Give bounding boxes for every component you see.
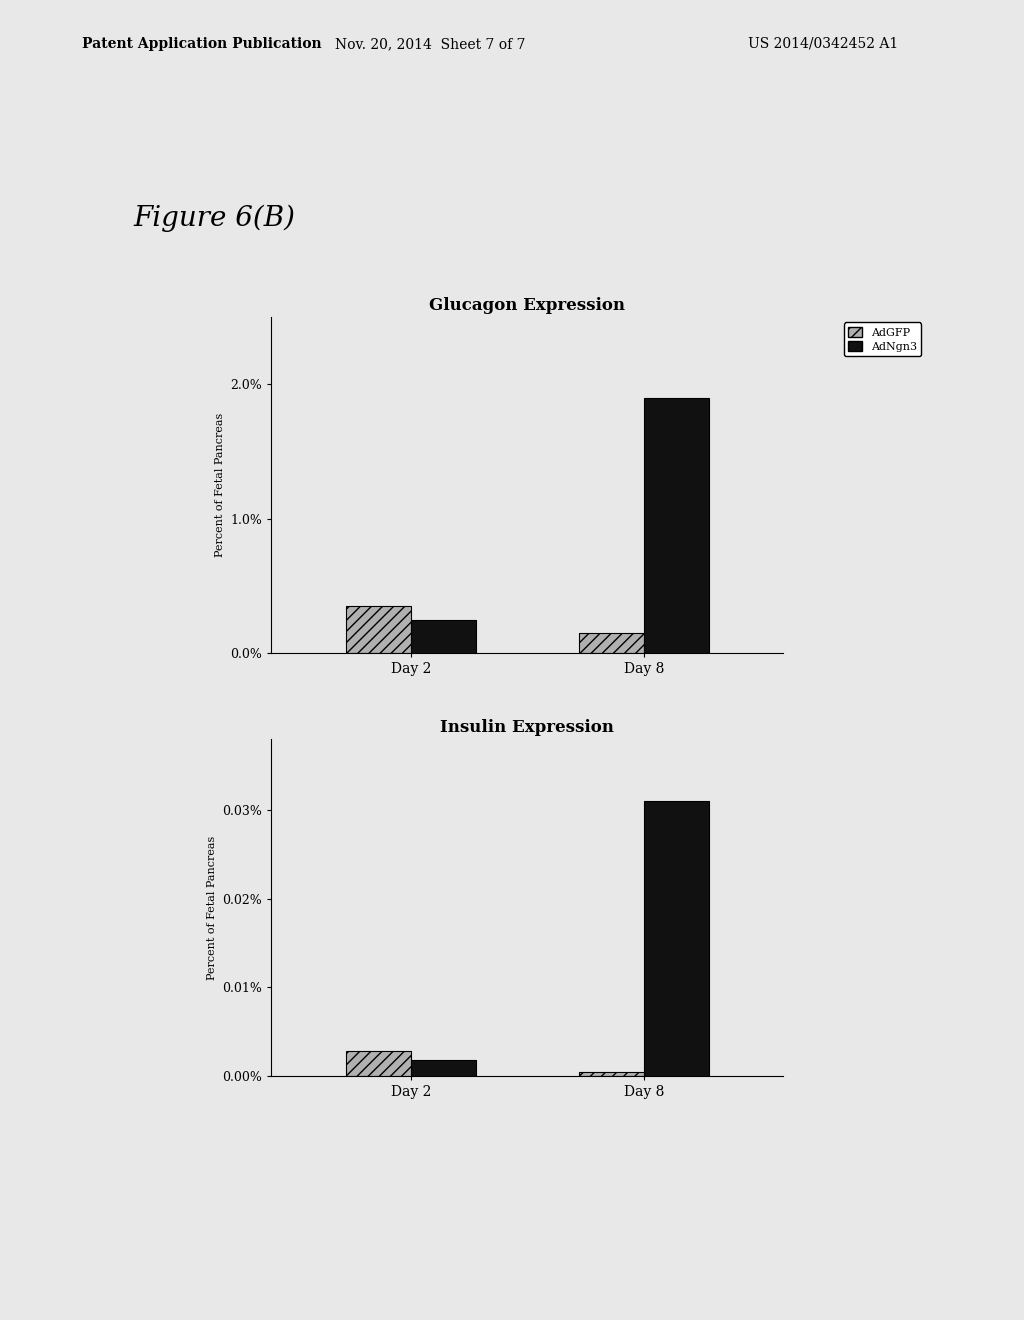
Y-axis label: Percent of Fetal Pancreas: Percent of Fetal Pancreas xyxy=(215,413,225,557)
Text: US 2014/0342452 A1: US 2014/0342452 A1 xyxy=(748,37,898,51)
Text: Figure 6(B): Figure 6(B) xyxy=(133,205,295,232)
Bar xyxy=(411,620,476,653)
Title: Glucagon Expression: Glucagon Expression xyxy=(429,297,626,314)
Bar xyxy=(346,606,411,653)
Bar xyxy=(579,634,644,653)
Bar xyxy=(579,1072,644,1076)
Legend: AdGFP, AdNgn3: AdGFP, AdNgn3 xyxy=(844,322,922,356)
Title: Insulin Expression: Insulin Expression xyxy=(440,719,614,737)
Text: Patent Application Publication: Patent Application Publication xyxy=(82,37,322,51)
Text: Nov. 20, 2014  Sheet 7 of 7: Nov. 20, 2014 Sheet 7 of 7 xyxy=(335,37,525,51)
Bar xyxy=(644,801,709,1076)
Bar xyxy=(411,1060,476,1076)
Bar xyxy=(346,1051,411,1076)
Y-axis label: Percent of Fetal Pancreas: Percent of Fetal Pancreas xyxy=(207,836,217,979)
Bar xyxy=(644,397,709,653)
